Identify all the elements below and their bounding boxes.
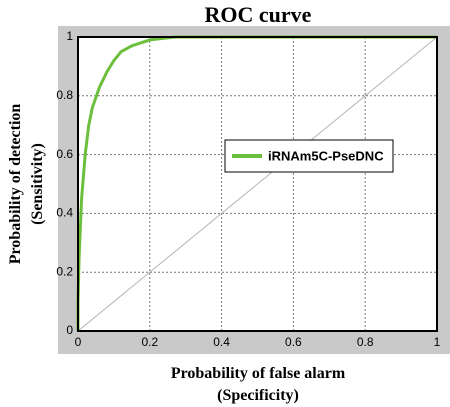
y-tick-label: 0 <box>66 323 73 337</box>
y-axis-label: (Sensitivity) <box>29 143 46 225</box>
x-tick-label: 0.6 <box>285 335 302 349</box>
x-tick-label: 0 <box>75 335 82 349</box>
y-axis-label: Probability of detection <box>7 104 24 265</box>
x-tick-label: 0.2 <box>141 335 158 349</box>
plot-frame <box>77 36 438 332</box>
x-tick-label: 0.8 <box>357 335 374 349</box>
x-tick-label: 0.4 <box>213 335 230 349</box>
legend-label: iRNAm5C-PseDNC <box>268 148 384 163</box>
legend: iRNAm5C-PseDNC <box>224 139 394 173</box>
y-tick-label: 0.2 <box>56 264 73 278</box>
y-tick-label: 0.4 <box>56 206 73 220</box>
x-axis-label: (Specificity) <box>217 387 299 404</box>
y-tick-label: 1 <box>66 29 73 43</box>
x-axis-label: Probability of false alarm <box>171 365 346 382</box>
x-tick-label: 1 <box>434 335 441 349</box>
roc-curve <box>76 35 437 331</box>
reference-diagonal <box>77 36 438 332</box>
plot <box>76 35 437 331</box>
y-tick-label: 0.6 <box>56 147 73 161</box>
chart-title: ROC curve <box>205 2 312 27</box>
y-tick-label: 0.8 <box>56 88 73 102</box>
